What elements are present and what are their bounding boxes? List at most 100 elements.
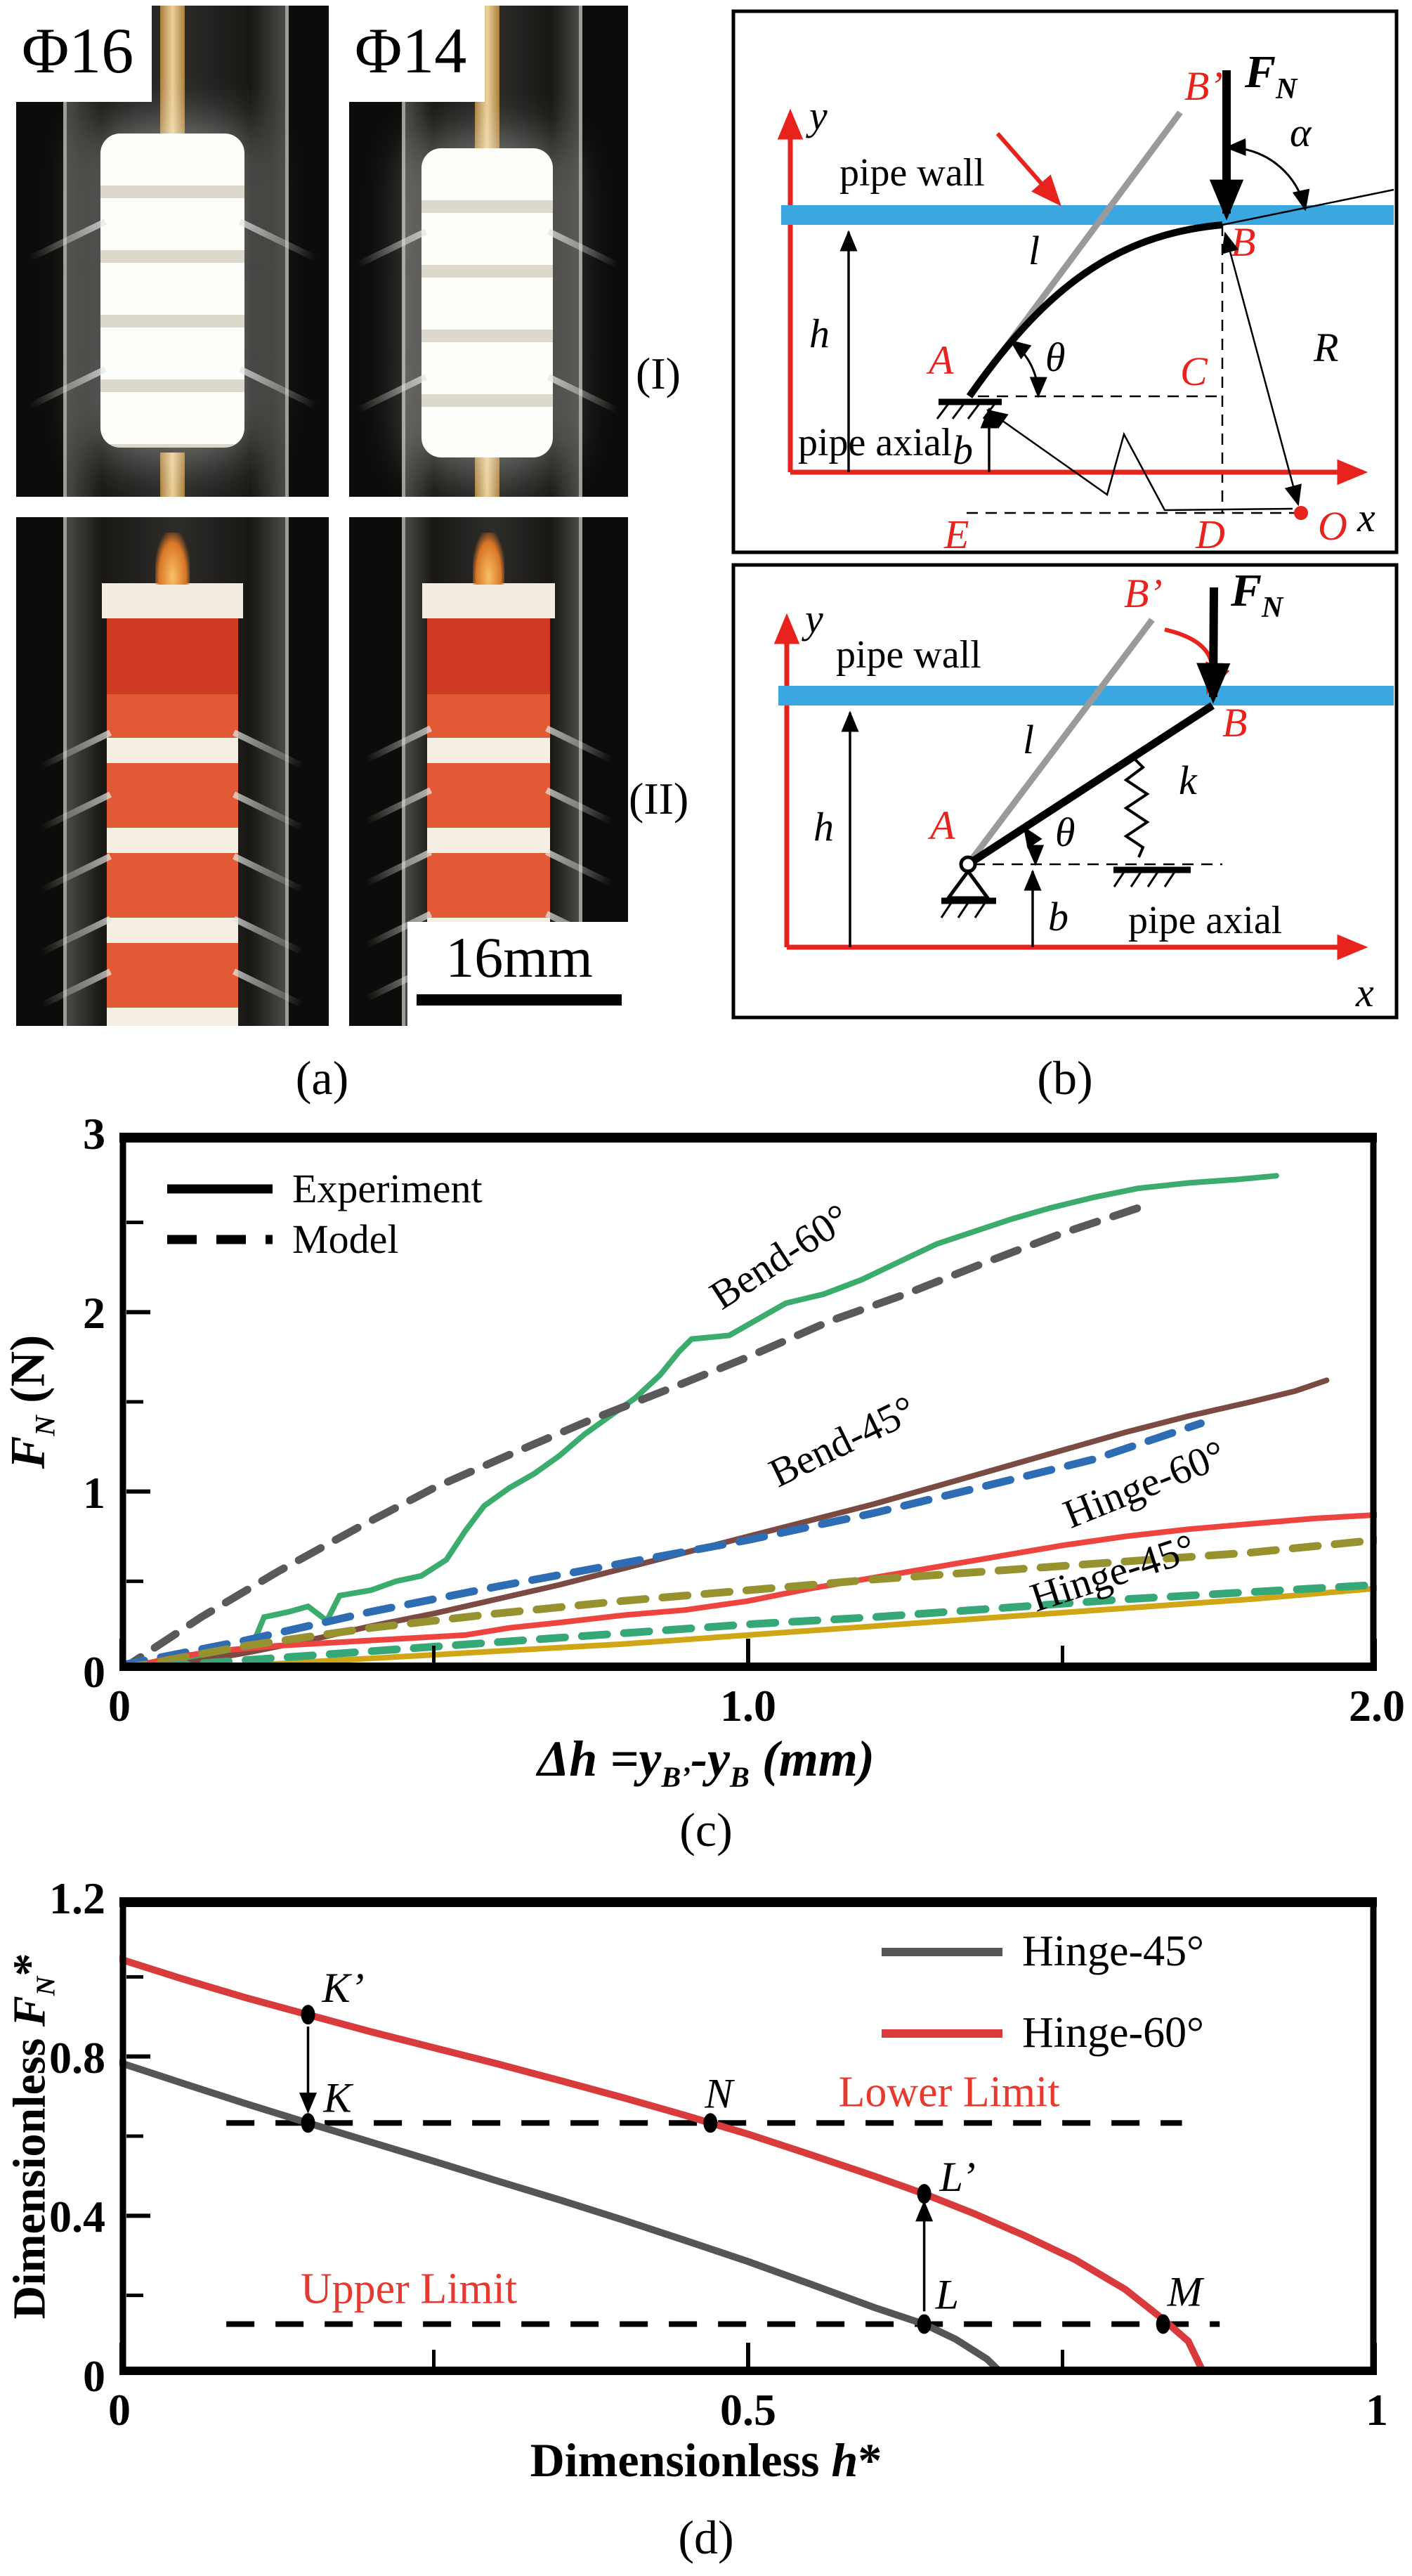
legend-gray-sample — [882, 1947, 1002, 1956]
y-tick-label: 0.4 — [49, 2192, 105, 2242]
axis-label-x: x — [1355, 970, 1374, 1015]
anchor-device-white — [355, 148, 619, 458]
pipe-wall-label: pipe wall — [836, 633, 981, 677]
point-B-prime: B’ — [1184, 63, 1223, 109]
y-tick-label: 0 — [83, 2351, 105, 2401]
legend-hinge-45: Hinge-45° — [882, 1927, 1204, 1977]
spring-constant-k: k — [1179, 757, 1198, 803]
legend-model: Model — [167, 1216, 398, 1263]
x-tick-label: 1 — [1366, 2385, 1388, 2435]
y-tick-label: 0.8 — [49, 2032, 105, 2083]
point-label-N: N — [704, 2070, 735, 2116]
x-tick-label: 0.5 — [720, 2385, 776, 2435]
roman-label-II: (II) — [629, 774, 689, 824]
series-hinge-45-experiment — [119, 1585, 1377, 1671]
length-l: l — [1023, 717, 1034, 762]
caption-a: (a) — [295, 1051, 349, 1105]
marker-L — [917, 2314, 931, 2334]
dim-h: h — [813, 804, 834, 850]
y-tick-label: 0 — [83, 1647, 105, 1697]
x-tick-label: 2.0 — [1349, 1681, 1405, 1731]
chart-d-xlabel: Dimensionless h* — [530, 2433, 882, 2487]
rod-tip — [472, 533, 505, 585]
pipe-wall-label: pipe wall — [839, 151, 985, 195]
anchor-device-red — [41, 533, 304, 1026]
series-hinge-60- — [119, 1955, 1208, 2375]
x-tick-label: 0 — [108, 2385, 131, 2435]
bent-beam — [966, 221, 1223, 398]
svg-text:FN: FN — [1244, 46, 1298, 105]
series-bend-60-model — [119, 1204, 1142, 1671]
legend-hinge-60: Hinge-60° — [882, 2008, 1204, 2058]
series-hinge-60-experiment — [119, 1511, 1377, 1671]
brass-rod — [474, 457, 500, 497]
point-label-L: L — [935, 2271, 959, 2317]
series-bend-45-model — [119, 1419, 1205, 1670]
upper-limit-label: Upper Limit — [300, 2265, 518, 2313]
dim-b: b — [953, 427, 973, 473]
point-C: C — [1180, 349, 1208, 394]
caption-c: (c) — [679, 1803, 733, 1856]
point-label-L’: L’ — [939, 2154, 976, 2200]
angle-theta: θ — [1055, 809, 1076, 855]
pipe-wall-bar — [778, 686, 1394, 705]
x-tick-label: 0 — [108, 1681, 131, 1731]
y-tick-label: 3 — [83, 1109, 105, 1159]
center-O-dot — [1294, 506, 1308, 520]
series-hinge-60-model — [119, 1536, 1377, 1671]
chart-c-ylabel: FN (N) — [1, 1334, 61, 1469]
point-E: E — [943, 512, 969, 555]
series-bend-60-experiment — [119, 1173, 1279, 1670]
radius-R: R — [1313, 325, 1338, 370]
chart-c-xlabel: Δh =yB’-yB (mm) — [537, 1731, 875, 1794]
legend-dashed-sample — [167, 1235, 273, 1244]
point-label-M: M — [1167, 2268, 1205, 2315]
photo-phi16-anchored — [16, 517, 329, 1026]
diagram-border — [731, 563, 1399, 1020]
brass-rod — [159, 453, 185, 497]
marker-L’ — [917, 2184, 931, 2204]
series-hinge-45-model — [119, 1580, 1377, 1671]
undeformed-leg — [965, 618, 1155, 866]
point-label-K: K — [323, 2074, 354, 2121]
point-label-K’: K’ — [322, 1965, 365, 2011]
marker-N — [703, 2113, 718, 2133]
point-A: A — [927, 802, 955, 848]
diagram-hinge-model: y x pipe wall B’ B FN k θ — [731, 563, 1399, 1020]
point-B: B — [1222, 700, 1247, 746]
pin-joint — [959, 855, 977, 873]
anchor-device-white — [28, 133, 317, 448]
point-D: D — [1195, 512, 1225, 555]
caption-b: (b) — [1037, 1051, 1093, 1105]
scale-bar: 16mm — [407, 922, 628, 1026]
y-tick-label: 2 — [83, 1288, 105, 1339]
chart-d-ylabel: Dimensionless FN* — [4, 1953, 61, 2320]
force-FN-arrow — [1196, 587, 1231, 704]
chart-c-plot — [119, 1133, 1377, 1671]
photo-phi14-anchored: 16mm — [349, 517, 628, 1026]
spring-k — [1123, 756, 1150, 858]
angle-theta: θ — [1045, 334, 1066, 380]
point-B-prime: B’ — [1124, 571, 1163, 616]
marker-M — [1156, 2314, 1170, 2334]
pointer-arrow-red — [995, 132, 1061, 207]
axis-label-y: y — [802, 596, 823, 642]
caption-d: (d) — [678, 2511, 734, 2564]
lower-limit-label: Lower Limit — [838, 2068, 1060, 2116]
marker-K — [301, 2113, 315, 2133]
rigid-rod — [966, 702, 1215, 868]
legend-solid-sample — [167, 1184, 273, 1193]
x-tick-label: 1.0 — [720, 1681, 776, 1731]
photo-phi14-free: Φ14 — [349, 6, 628, 497]
marker-K’ — [301, 2005, 315, 2025]
brass-rod — [159, 6, 185, 138]
photo-label: Φ14 — [349, 6, 485, 102]
chart-d-plot: K’ K N L’ L M — [119, 1897, 1377, 2375]
point-B: B — [1231, 219, 1255, 265]
y-tick-label: 1.2 — [49, 1873, 105, 1923]
pipe-axial-label: pipe axial — [798, 421, 952, 464]
roman-label-I: (I) — [636, 349, 681, 398]
pipe-axial-label: pipe axial — [1128, 899, 1282, 942]
photo-label: Φ16 — [16, 6, 152, 102]
